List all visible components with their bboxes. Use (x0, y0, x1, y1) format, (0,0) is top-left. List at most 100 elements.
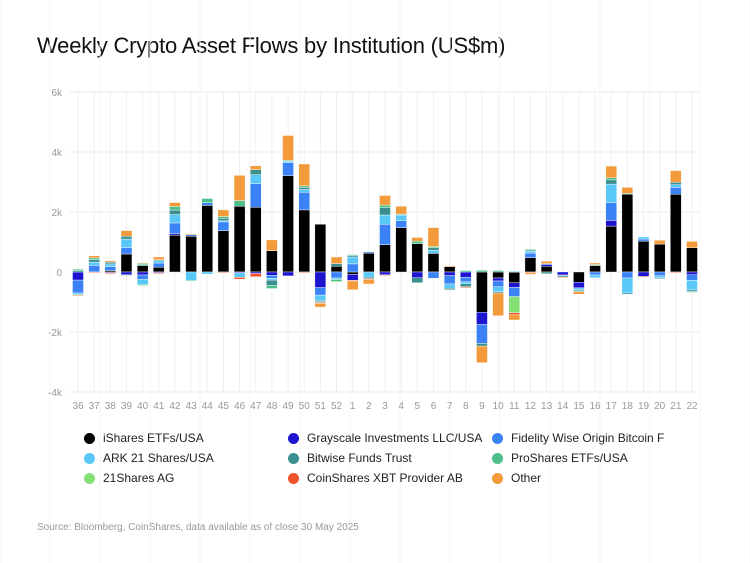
bar-segment-coinshares-xbt-provider-ab-week-45 (217, 271, 230, 274)
bar-segment-fidelity-wise-origin-bitcoin-f-week-4 (395, 220, 407, 228)
bar-segment-grayscale-investments-llc-usa-week-40 (136, 271, 149, 276)
y-tick-label: -4k (48, 388, 63, 399)
legend-swatch-icon (84, 432, 95, 444)
bar-segment-grayscale-investments-llc-usa-week-10 (492, 277, 504, 282)
bar-segment-ark-21-shares-usa-week-47 (250, 174, 262, 185)
bar-segment-grayscale-investments-llc-usa-week-17 (605, 220, 617, 227)
bar-segment-fidelity-wise-origin-bitcoin-f-week-41 (153, 262, 165, 268)
bar-segment-coinshares-xbt-provider-ab-week-8 (460, 286, 472, 288)
x-tick-label: 52 (331, 401, 343, 412)
bar-segment-ishares-etfs-usa-week-18 (621, 193, 634, 273)
bar-segment-ark-21-shares-usa-week-36 (72, 292, 84, 295)
legend-label: Bitwise Funds Trust (307, 451, 412, 465)
x-tick-label: 16 (589, 401, 601, 412)
bar-segment-fidelity-wise-origin-bitcoin-f-week-50 (298, 191, 310, 211)
bar-segment-coinshares-xbt-provider-ab-week-41 (153, 272, 165, 274)
bar-segment-other-week-14 (557, 276, 569, 279)
bar-segment-ishares-etfs-usa-week-48 (266, 250, 278, 273)
x-tick-label: 51 (315, 401, 327, 412)
x-tick-label: 20 (654, 401, 666, 412)
legend-item: Other (492, 471, 541, 485)
bar-segment-proshares-etfs-usa-week-46 (233, 200, 246, 207)
bar-segment-fidelity-wise-origin-bitcoin-f-week-18 (621, 271, 634, 279)
legend-swatch-icon (492, 452, 503, 464)
bar-segment-other-week-46 (233, 175, 246, 201)
bar-segment-coinshares-xbt-provider-ab-week-3 (379, 274, 391, 276)
bar-segment-ark-21-shares-usa-week-52 (330, 277, 343, 280)
legend-label: ProShares ETFs/USA (511, 451, 628, 465)
x-tick-label: 41 (153, 401, 165, 412)
x-tick-label: 17 (606, 401, 618, 412)
bar-segment-other-week-6 (427, 227, 440, 247)
bar-segment-ark-21-shares-usa-week-50 (298, 189, 310, 193)
bar-segment-grayscale-investments-llc-usa-week-47 (250, 271, 262, 274)
bar-segment-other-week-5 (411, 237, 424, 242)
bar-segment-ishares-etfs-usa-week-42 (169, 234, 181, 273)
x-tick-label: 47 (250, 401, 262, 412)
bar-segment-fidelity-wise-origin-bitcoin-f-week-39 (120, 247, 133, 255)
y-tick-label: 6k (51, 88, 63, 99)
bar-segment-grayscale-investments-llc-usa-week-3 (379, 271, 391, 275)
legend-swatch-icon (288, 472, 299, 484)
bar-segment-21shares-ag-week-11 (508, 296, 520, 314)
x-tick-label: 37 (89, 401, 101, 412)
bar-segment-grayscale-investments-llc-usa-week-5 (411, 271, 424, 278)
bar-segment-ishares-etfs-usa-week-10 (492, 271, 504, 279)
bar-segment-fidelity-wise-origin-bitcoin-f-week-8 (460, 277, 472, 283)
bar-segment-coinshares-xbt-provider-ab-week-21 (670, 271, 682, 274)
bar-segment-ishares-etfs-usa-week-2 (363, 252, 375, 273)
bar-segment-ishares-etfs-usa-week-7 (443, 266, 456, 273)
bar-segment-ark-21-shares-usa-week-4 (395, 214, 407, 221)
bar-segment-other-week-12 (524, 272, 537, 275)
legend-swatch-icon (288, 452, 299, 464)
legend-item: ARK 21 Shares/USA (84, 451, 214, 465)
bar-segment-ishares-etfs-usa-week-11 (508, 271, 520, 284)
bar-segment-proshares-etfs-usa-week-39 (120, 274, 133, 276)
bar-segment-ishares-etfs-usa-week-12 (524, 257, 537, 273)
bar-segment-other-week-40 (136, 262, 149, 264)
bar-segment-ishares-etfs-usa-week-17 (605, 225, 617, 273)
bar-segment-coinshares-xbt-provider-ab-week-46 (233, 277, 246, 280)
bar-segment-bitwise-funds-trust-week-37 (88, 259, 100, 263)
bar-segment-coinshares-xbt-provider-ab-week-38 (104, 272, 117, 274)
bar-segment-other-week-4 (395, 206, 407, 215)
bar-segment-bitwise-funds-trust-week-9 (476, 343, 488, 347)
bar-segment-ark-21-shares-usa-week-18 (621, 277, 634, 294)
legend-label: ARK 21 Shares/USA (103, 451, 214, 465)
x-tick-label: 19 (638, 401, 650, 412)
x-tick-label: 21 (670, 401, 682, 412)
bar-segment-ark-21-shares-usa-week-12 (524, 251, 537, 254)
bar-segment-ishares-etfs-usa-week-47 (250, 206, 262, 273)
legend-item: CoinShares XBT Provider AB (288, 471, 463, 485)
x-tick-label: 12 (525, 401, 537, 412)
bar-segment-bitwise-funds-trust-week-38 (104, 261, 117, 265)
bar-segment-other-week-15 (573, 291, 585, 295)
bar-segment-grayscale-investments-llc-usa-week-11 (508, 282, 520, 288)
bar-segment-ishares-etfs-usa-week-20 (653, 243, 666, 273)
bar-segment-bitwise-funds-trust-week-20 (653, 277, 666, 280)
bar-segment-grayscale-investments-llc-usa-week-49 (282, 271, 294, 277)
x-tick-label: 39 (121, 401, 133, 412)
bar-segment-bitwise-funds-trust-week-42 (169, 209, 181, 215)
bar-segment-other-week-48 (266, 239, 278, 251)
bar-segment-other-week-50 (298, 163, 310, 187)
legend-swatch-icon (492, 472, 503, 484)
bar-segment-ark-21-shares-usa-week-2 (363, 271, 375, 278)
bar-segment-other-week-19 (637, 276, 650, 278)
bar-segment-ishares-etfs-usa-week-6 (427, 253, 440, 273)
bar-segment-proshares-etfs-usa-week-43 (185, 280, 197, 282)
bar-segment-coinshares-xbt-provider-ab-week-50 (298, 271, 310, 274)
bar-segment-ishares-etfs-usa-week-38 (104, 270, 117, 273)
bar-segment-other-week-22 (686, 241, 698, 248)
x-tick-label: 10 (493, 401, 505, 412)
bar-segment-fidelity-wise-origin-bitcoin-f-week-1 (346, 263, 359, 273)
bar-segment-coinshares-xbt-provider-ab-week-11 (508, 312, 520, 316)
x-tick-label: 6 (431, 401, 437, 412)
bar-segment-other-week-1 (346, 280, 359, 290)
x-tick-label: 3 (382, 401, 388, 412)
bar-segment-ark-21-shares-usa-week-38 (104, 263, 117, 267)
bar-segment-ishares-etfs-usa-week-1 (346, 271, 359, 275)
bar-segment-proshares-etfs-usa-week-17 (605, 177, 617, 181)
bar-segment-ishares-etfs-usa-week-51 (314, 224, 327, 273)
x-tick-label: 14 (557, 401, 569, 412)
